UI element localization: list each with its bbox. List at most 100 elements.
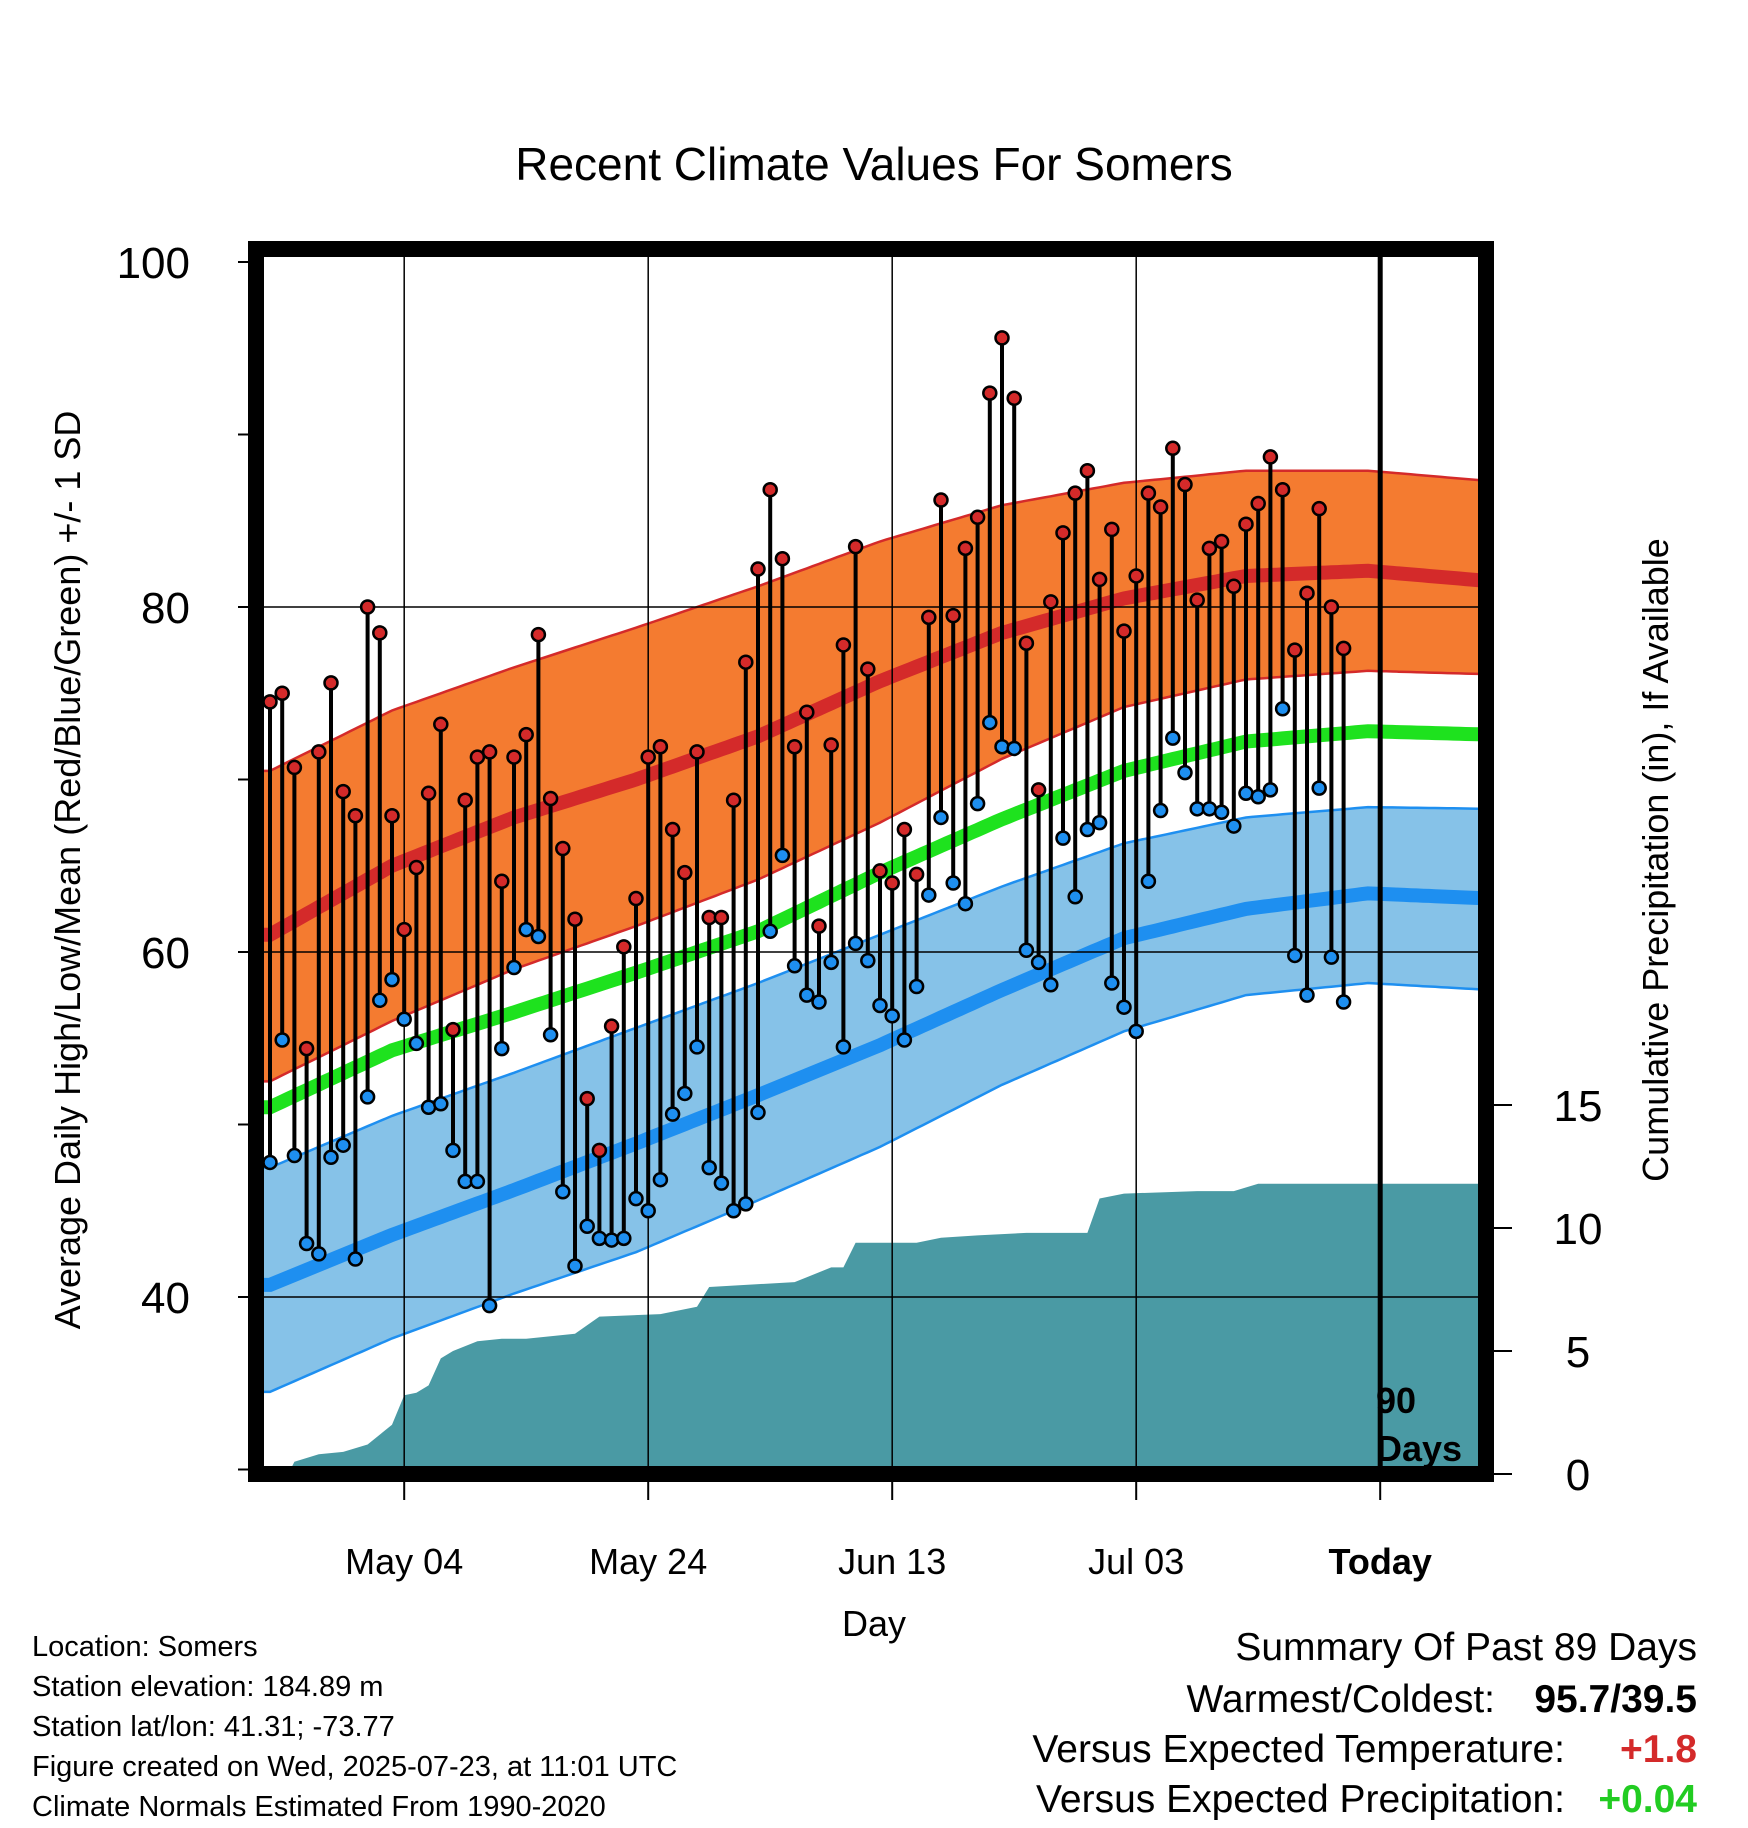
daily-low-point: [579, 1218, 595, 1235]
summary-temp-value: +1.8: [1620, 1728, 1697, 1771]
daily-high-point: [1116, 623, 1132, 639]
daily-low-point: [530, 928, 547, 945]
daily-low-point: [738, 1196, 754, 1212]
daily-high-point: [762, 481, 778, 498]
daily-low-point: [1030, 954, 1047, 971]
daily-low-point: [1226, 818, 1242, 834]
daily-low-point: [1091, 814, 1108, 831]
daily-high-point: [725, 792, 742, 808]
daily-high-point: [713, 909, 730, 926]
daily-high-point: [359, 599, 376, 615]
daily-low-point: [628, 1190, 644, 1207]
daily-high-point: [1091, 571, 1108, 588]
daily-high-point: [823, 737, 839, 753]
daily-low-point: [1213, 804, 1230, 821]
daily-high-point: [311, 744, 327, 760]
y-tick-label: 100: [117, 239, 190, 288]
y-tick-label: 60: [141, 929, 190, 978]
x-tick-label: May 04: [345, 1541, 463, 1582]
footer-location: Location: Somers: [32, 1631, 258, 1663]
daily-high-point: [860, 661, 876, 677]
daily-high-point: [1104, 521, 1120, 538]
daily-low-point: [1335, 994, 1352, 1010]
footer-created: Figure created on Wed, 2025-07-23, at 11…: [32, 1751, 677, 1783]
low-sd-upper-edge: [256, 805, 1486, 1169]
daily-low-point: [1055, 830, 1071, 846]
daily-high-point: [408, 859, 425, 876]
y-tick-label: 40: [141, 1274, 190, 1323]
x-tick-label: Today: [1329, 1541, 1432, 1582]
daily-low-point: [494, 1040, 510, 1057]
daily-high-point: [1140, 485, 1157, 501]
y2-tick-label: 0: [1566, 1451, 1590, 1500]
daily-low-point: [1152, 802, 1169, 819]
daily-high-point: [1335, 640, 1352, 657]
x-tick-label: May 24: [589, 1541, 707, 1582]
daily-high-point: [262, 694, 278, 710]
daily-low-point: [713, 1175, 730, 1191]
daily-high-point: [518, 726, 534, 743]
daily-high-point: [969, 509, 986, 526]
daily-high-point: [1006, 390, 1022, 407]
daily-low-point: [896, 1032, 913, 1048]
daily-low-point: [616, 1230, 632, 1247]
daily-low-point: [921, 887, 937, 903]
daily-low-point: [725, 1203, 742, 1219]
daily-high-point: [1274, 481, 1291, 498]
daily-low-point: [518, 921, 534, 938]
daily-high-point: [616, 939, 632, 955]
y-tick-label: 80: [141, 584, 190, 633]
daily-low-point: [433, 1096, 449, 1112]
x-tick-label: Jul 03: [1088, 1541, 1184, 1582]
daily-high-point: [298, 1040, 315, 1057]
daily-high-point: [506, 749, 522, 765]
daily-low-point: [384, 971, 400, 988]
daily-high-point: [1189, 592, 1205, 608]
daily-high-point: [1079, 462, 1096, 479]
daily-low-point: [323, 1149, 339, 1166]
daily-low-point: [1128, 1023, 1144, 1040]
daily-low-point: [884, 1008, 900, 1024]
summary-precip-value: +0.04: [1598, 1778, 1697, 1821]
daily-high-point: [323, 675, 339, 691]
daily-high-point: [1311, 500, 1327, 517]
daily-high-point: [982, 385, 998, 401]
daily-low-point: [311, 1246, 327, 1262]
daily-high-point: [933, 492, 949, 508]
daily-high-point: [652, 738, 669, 755]
daily-high-point: [1287, 642, 1303, 658]
daily-high-point: [921, 609, 937, 626]
daily-high-point: [689, 744, 705, 760]
summary-temp-label: Versus Expected Temperature:: [1032, 1728, 1565, 1771]
y2-tick-label: 15: [1554, 1082, 1603, 1131]
daily-low-point: [603, 1232, 620, 1248]
daily-low-point: [1299, 987, 1315, 1003]
daily-high-point: [1067, 485, 1083, 501]
daily-high-point: [1055, 525, 1071, 541]
daily-low-point: [799, 987, 815, 1003]
daily-high-point: [603, 1018, 620, 1034]
daily-high-point: [1213, 533, 1230, 550]
daily-low-point: [445, 1142, 461, 1159]
y2-tick-label: 10: [1554, 1205, 1603, 1254]
daily-high-point: [1128, 568, 1144, 584]
daily-high-point: [750, 561, 766, 577]
daily-low-point: [372, 992, 388, 1009]
daily-low-point: [933, 809, 949, 826]
daily-high-point: [677, 864, 693, 881]
y2-tick-label: 5: [1566, 1328, 1590, 1377]
daily-high-point: [994, 330, 1010, 346]
daily-high-point: [433, 716, 449, 733]
daily-low-point: [591, 1230, 608, 1247]
daily-low-point: [774, 847, 791, 864]
daily-low-point: [969, 795, 986, 812]
daily-low-point: [481, 1297, 498, 1314]
daily-low-point: [872, 997, 888, 1014]
daily-high-point: [445, 1021, 461, 1038]
daily-low-point: [335, 1137, 351, 1153]
chart-title: Recent Climate Values For Somers: [515, 138, 1233, 190]
daily-high-point: [628, 890, 644, 907]
plot-inner: [256, 249, 1486, 1474]
daily-high-point: [1152, 499, 1169, 515]
daily-high-point: [335, 783, 351, 800]
